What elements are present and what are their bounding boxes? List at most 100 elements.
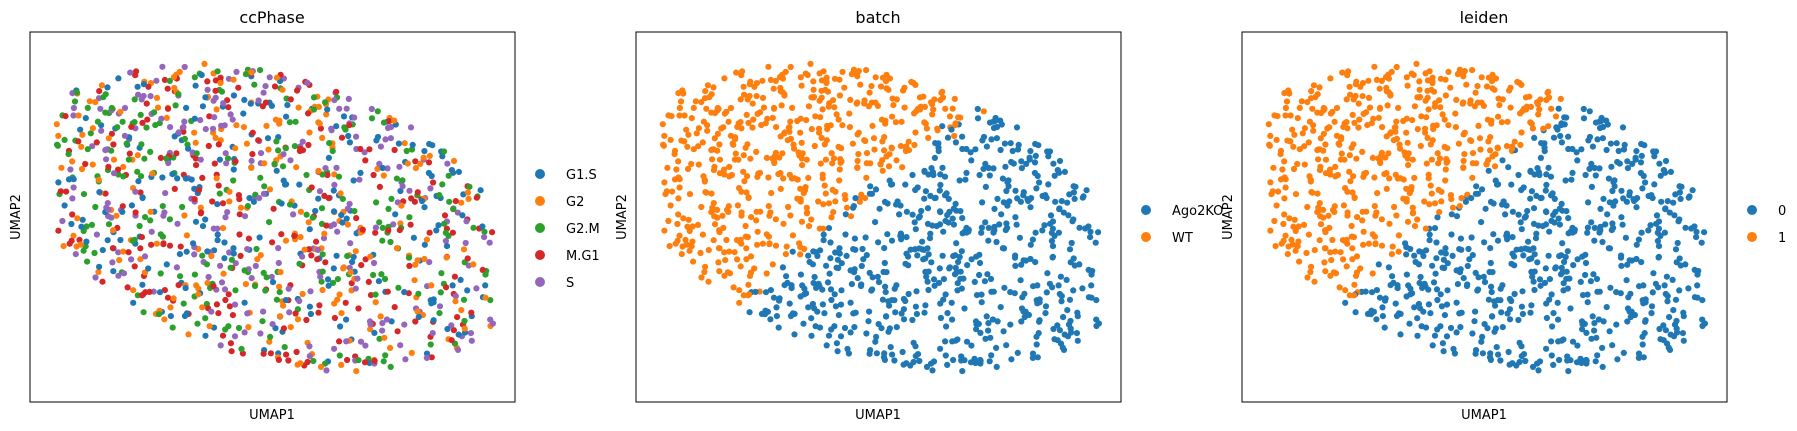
cell-point	[204, 279, 211, 287]
cell-point	[1026, 154, 1033, 161]
cell-point	[1524, 207, 1531, 215]
cell-point	[257, 67, 264, 74]
cell-point	[1343, 263, 1350, 270]
cell-point	[273, 296, 280, 303]
cell-point	[303, 211, 310, 218]
cell-point	[1328, 257, 1335, 264]
cell-point	[900, 316, 908, 323]
cell-point	[404, 160, 411, 167]
cell-point	[881, 245, 888, 252]
cell-point	[674, 220, 681, 228]
cell-point	[1442, 92, 1449, 99]
cell-point	[1574, 157, 1581, 164]
cell-point	[222, 296, 229, 304]
cell-point	[331, 97, 338, 104]
cell-point	[436, 192, 443, 199]
cell-point	[1087, 228, 1094, 235]
cell-point	[1660, 167, 1667, 174]
cell-point	[1434, 150, 1441, 157]
cell-point	[148, 228, 155, 235]
cell-point	[905, 138, 912, 145]
cell-point	[1567, 357, 1574, 364]
cell-point	[67, 166, 74, 173]
cell-point	[892, 309, 899, 316]
cell-point	[1344, 188, 1351, 195]
cell-point	[1403, 251, 1410, 258]
cell-point	[710, 84, 717, 91]
cell-point	[250, 198, 257, 205]
cell-point	[164, 85, 171, 92]
cell-point	[1613, 321, 1620, 328]
cell-point	[716, 227, 723, 234]
cell-point	[1482, 205, 1489, 212]
cell-point	[990, 165, 997, 172]
cell-point	[805, 304, 812, 311]
cell-point	[1067, 317, 1074, 325]
cell-point	[1515, 171, 1522, 179]
cell-point	[174, 175, 181, 182]
cell-point	[942, 105, 949, 112]
cell-point	[191, 129, 198, 136]
cell-point	[955, 258, 962, 266]
cell-point	[1461, 129, 1468, 136]
cell-point	[751, 83, 758, 90]
cell-point	[338, 361, 345, 368]
cell-point	[1545, 164, 1552, 171]
cell-point	[321, 230, 328, 237]
cell-point	[1517, 141, 1524, 149]
cell-point	[715, 245, 723, 252]
cell-point	[721, 249, 728, 256]
cell-point	[1521, 214, 1528, 221]
cell-point	[846, 110, 853, 117]
cell-point	[1453, 213, 1461, 220]
cell-point	[1311, 278, 1318, 285]
cell-point	[950, 253, 957, 260]
cell-point	[1462, 198, 1469, 205]
cell-point	[460, 296, 468, 303]
cell-point	[1515, 211, 1522, 218]
cell-point	[1436, 155, 1444, 162]
cell-point	[319, 268, 326, 275]
cell-point	[1433, 239, 1440, 246]
cell-point	[257, 150, 265, 157]
cell-point	[473, 194, 480, 201]
cell-point	[379, 164, 386, 172]
cell-point	[226, 303, 233, 310]
cell-point	[1638, 229, 1645, 236]
cell-point	[1452, 110, 1459, 117]
cell-point	[1070, 255, 1077, 262]
cell-point	[143, 100, 150, 107]
cell-point	[1332, 270, 1340, 277]
cell-point	[343, 105, 350, 112]
cell-point	[1618, 214, 1625, 221]
cell-point	[313, 238, 320, 245]
cell-point	[1694, 294, 1701, 301]
cell-point	[241, 329, 248, 336]
cell-point	[1439, 340, 1446, 347]
cell-point	[408, 146, 416, 153]
cell-point	[1329, 236, 1336, 244]
cell-point	[742, 222, 749, 230]
cell-point	[323, 222, 330, 229]
cell-point	[337, 323, 344, 330]
cell-point	[1280, 237, 1287, 244]
cell-point	[1605, 245, 1612, 252]
cell-point	[888, 237, 896, 244]
cell-point	[1536, 171, 1543, 179]
cell-point	[382, 352, 389, 359]
cell-point	[831, 104, 838, 111]
cell-point	[125, 156, 132, 163]
cell-point	[815, 198, 822, 205]
cell-point	[1639, 341, 1646, 348]
cell-point	[1578, 146, 1585, 153]
cell-point	[448, 337, 455, 344]
cell-point	[442, 229, 449, 236]
cell-point	[1620, 195, 1627, 202]
cell-point	[1554, 126, 1561, 133]
cell-point	[421, 255, 428, 263]
cell-point	[393, 245, 400, 252]
cell-point	[161, 76, 168, 83]
cell-point	[1386, 175, 1393, 182]
cell-point	[1392, 124, 1399, 131]
cell-point	[54, 142, 62, 149]
